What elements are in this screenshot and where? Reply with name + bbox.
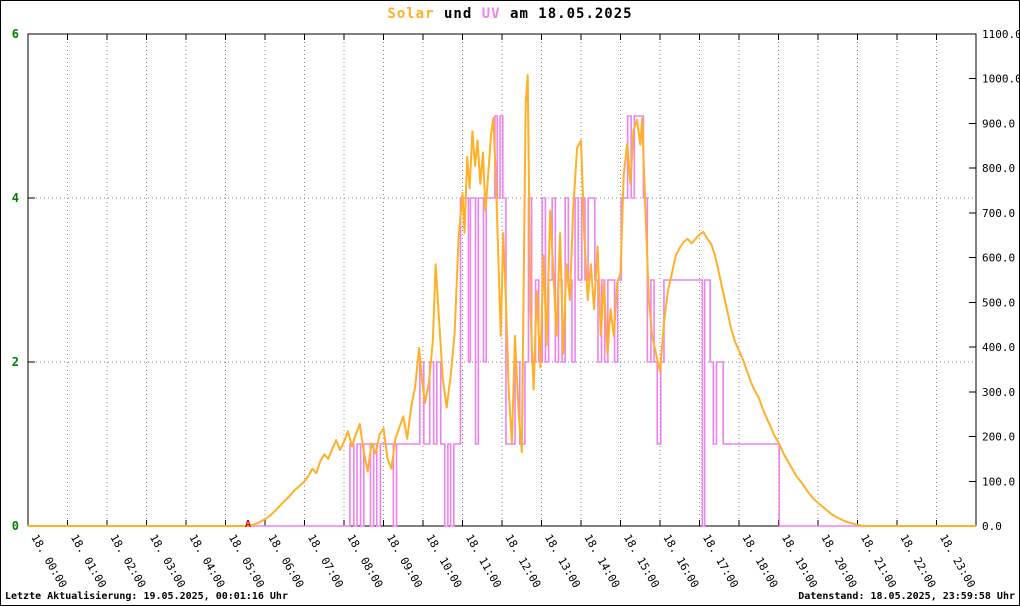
y-right-tick-label: 0.0 — [982, 520, 1002, 533]
x-tick-label: 18. 00:00 — [28, 532, 69, 590]
title-uv-label: UV — [481, 6, 501, 22]
x-tick-label: 18. 22:00 — [897, 532, 938, 590]
x-tick-label: 18. 15:00 — [621, 532, 662, 590]
solar-series — [27, 74, 977, 527]
x-tick-label: 18. 23:00 — [937, 532, 978, 590]
x-tick-label: 18. 11:00 — [463, 532, 504, 590]
y-right-tick-label: 900.0 — [982, 117, 1015, 130]
x-tick-label: 18. 09:00 — [384, 532, 425, 590]
x-tick-label: 18. 02:00 — [107, 532, 148, 590]
y-right-tick-label: 600.0 — [982, 252, 1015, 265]
x-tick-label: 18. 14:00 — [581, 532, 622, 590]
x-tick-label: 18. 21:00 — [858, 532, 899, 590]
y-right-tick-label: 800.0 — [982, 162, 1015, 175]
x-tick-label: 18. 06:00 — [265, 532, 306, 590]
x-tick-label: 18. 16:00 — [660, 532, 701, 590]
y-right-tick-label: 400.0 — [982, 341, 1015, 354]
y-right-axis-labels: 0.0 100.0 200.0 300.0 400.0 500.0 600.0 700.0 80… — [982, 28, 1020, 533]
y-right-tick-label: 200.0 — [982, 431, 1015, 444]
x-tick-label: 18. 20:00 — [818, 532, 859, 590]
y-right-tick-label: 300.0 — [982, 386, 1015, 399]
y-left-tick-label: 0 — [12, 519, 19, 533]
y-right-tick-label: 700.0 — [982, 207, 1015, 220]
y-left-axis-labels: 0 2 4 6 — [12, 27, 19, 533]
y-right-tick-label: 500.0 — [982, 296, 1015, 309]
x-tick-label: 18. 19:00 — [779, 532, 820, 590]
y-left-tick-label: 6 — [12, 27, 19, 41]
x-tick-label: 18. 12:00 — [502, 532, 543, 590]
last-update-text: Letzte Aktualisierung: 19.05.2025, 00:01… — [5, 591, 288, 602]
title-solar-label: Solar — [387, 6, 435, 22]
x-tick-label: 18. 17:00 — [700, 532, 741, 590]
y-right-tick-label: 1000.0 — [982, 73, 1020, 86]
x-tick-label: 18. 18:00 — [739, 532, 780, 590]
y-right-tick-label: 1100.0 — [982, 28, 1020, 41]
title-date: am 18.05.2025 — [510, 6, 633, 22]
y-left-tick-label: 2 — [12, 355, 19, 369]
y-right-tick-label: 100.0 — [982, 475, 1015, 488]
data-state-text: Datenstand: 18.05.2025, 23:59:58 Uhr — [798, 591, 1015, 602]
x-tick-label: 18. 08:00 — [344, 532, 385, 590]
x-tick-label: 18. 05:00 — [226, 532, 267, 590]
x-tick-label: 18. 04:00 — [186, 532, 227, 590]
x-tick-label: 18. 03:00 — [147, 532, 188, 590]
title-conjunction: und — [443, 6, 473, 22]
sunrise-marker: A — [245, 519, 251, 530]
x-tick-label: 18. 07:00 — [305, 532, 346, 590]
chart-title: Solar und UV am 18.05.2025 — [1, 6, 1019, 22]
y-left-tick-label: 4 — [12, 191, 19, 205]
x-tick-label: 18. 01:00 — [68, 532, 109, 590]
x-tick-label: 18. 13:00 — [542, 532, 583, 590]
x-tick-label: 18. 10:00 — [423, 532, 464, 590]
